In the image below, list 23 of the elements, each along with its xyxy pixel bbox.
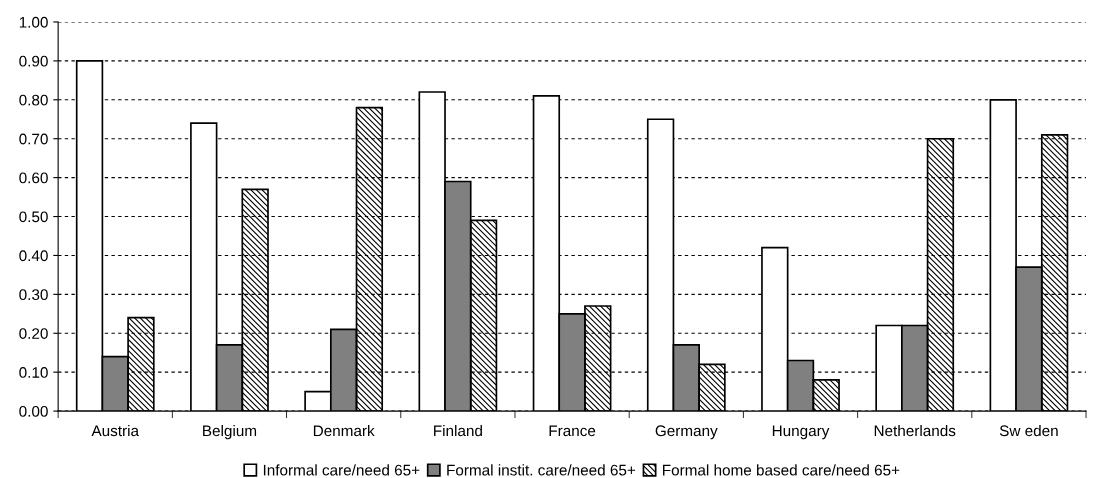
- y-tick-label: 0.90: [19, 55, 48, 67]
- y-tick-label: 0.80: [19, 94, 48, 106]
- x-tick-label: France: [549, 425, 596, 437]
- x-tick-label: Netherlands: [874, 424, 956, 437]
- y-tick-label: 1.00: [19, 16, 48, 28]
- x-tick-label: Sw eden: [999, 424, 1058, 437]
- y-tick-label: 0.40: [19, 250, 48, 262]
- legend-label: Formal instit. care/need 65+: [447, 464, 636, 476]
- x-tick-label: Austria: [91, 424, 140, 437]
- y-tick-label: 0.60: [19, 172, 48, 184]
- x-tick-label: Belgium: [203, 424, 257, 440]
- x-tick-label: Germany: [655, 425, 718, 440]
- legend-label: Formal home based care/need 65+: [663, 464, 900, 476]
- y-tick-label: 0.00: [19, 405, 48, 417]
- x-tick-label: Finland: [434, 424, 482, 437]
- y-tick-label: 0.30: [19, 289, 48, 301]
- x-tick-label: Denmark: [313, 424, 375, 437]
- x-tick-label: Hungary: [772, 425, 830, 440]
- y-tick-label: 0.70: [19, 133, 48, 145]
- legend-label: Informal care/need 65+: [263, 464, 420, 476]
- y-tick-label: 0.20: [19, 328, 48, 339]
- y-tick-label: 0.10: [19, 367, 48, 378]
- y-tick-label: 0.50: [19, 211, 48, 223]
